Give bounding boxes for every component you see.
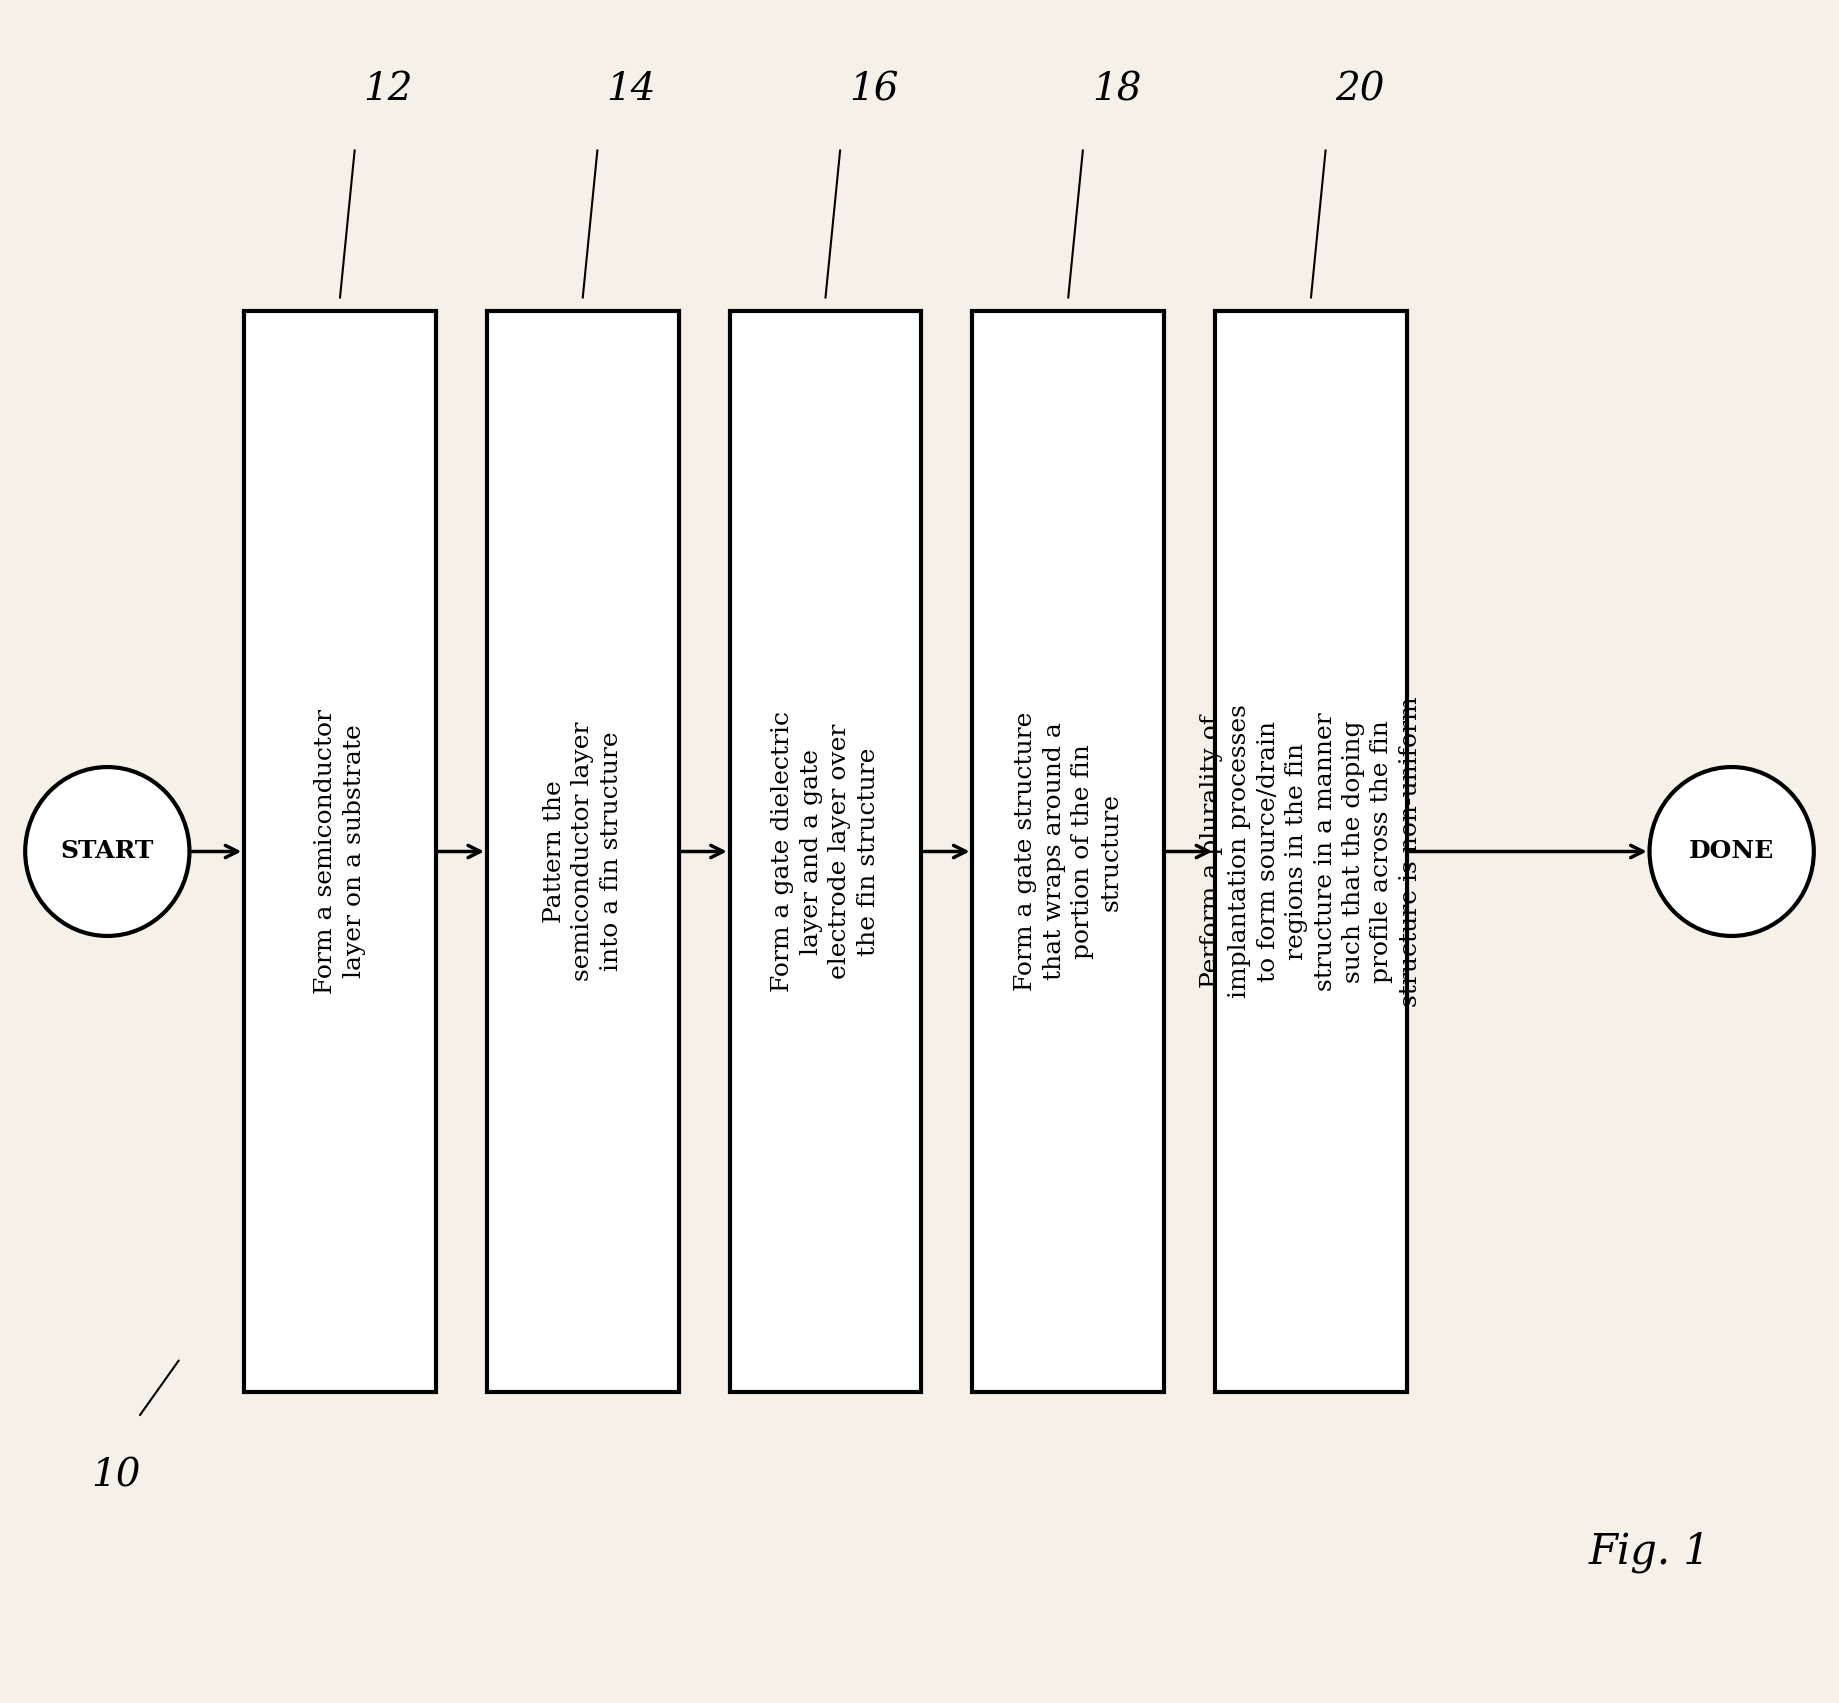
Ellipse shape	[26, 766, 189, 937]
FancyBboxPatch shape	[487, 312, 679, 1391]
Ellipse shape	[1650, 766, 1813, 937]
Text: 20: 20	[1335, 72, 1385, 109]
FancyBboxPatch shape	[1216, 312, 1407, 1391]
Text: Pattern the
semiconductor layer
into a fin structure: Pattern the semiconductor layer into a f…	[543, 722, 623, 981]
Text: Form a gate dielectric
layer and a gate
electrode layer over
the fin structure: Form a gate dielectric layer and a gate …	[771, 710, 879, 993]
Text: 14: 14	[607, 72, 657, 109]
Text: START: START	[61, 840, 154, 863]
Text: DONE: DONE	[1688, 840, 1775, 863]
Text: Fig. 1: Fig. 1	[1589, 1531, 1710, 1574]
Text: 12: 12	[364, 72, 414, 109]
FancyBboxPatch shape	[730, 312, 921, 1391]
Text: Form a gate structure
that wraps around a
portion of the fin
structure: Form a gate structure that wraps around …	[1013, 712, 1122, 991]
Text: 16: 16	[850, 72, 899, 109]
Text: 18: 18	[1092, 72, 1142, 109]
FancyBboxPatch shape	[245, 312, 436, 1391]
FancyBboxPatch shape	[973, 312, 1164, 1391]
Text: Perform a plurality of
implantation processes
to form source/drain
regions in th: Perform a plurality of implantation proc…	[1201, 697, 1422, 1006]
Text: Form a semiconductor
layer on a substrate: Form a semiconductor layer on a substrat…	[314, 708, 366, 995]
Text: 10: 10	[92, 1458, 142, 1495]
